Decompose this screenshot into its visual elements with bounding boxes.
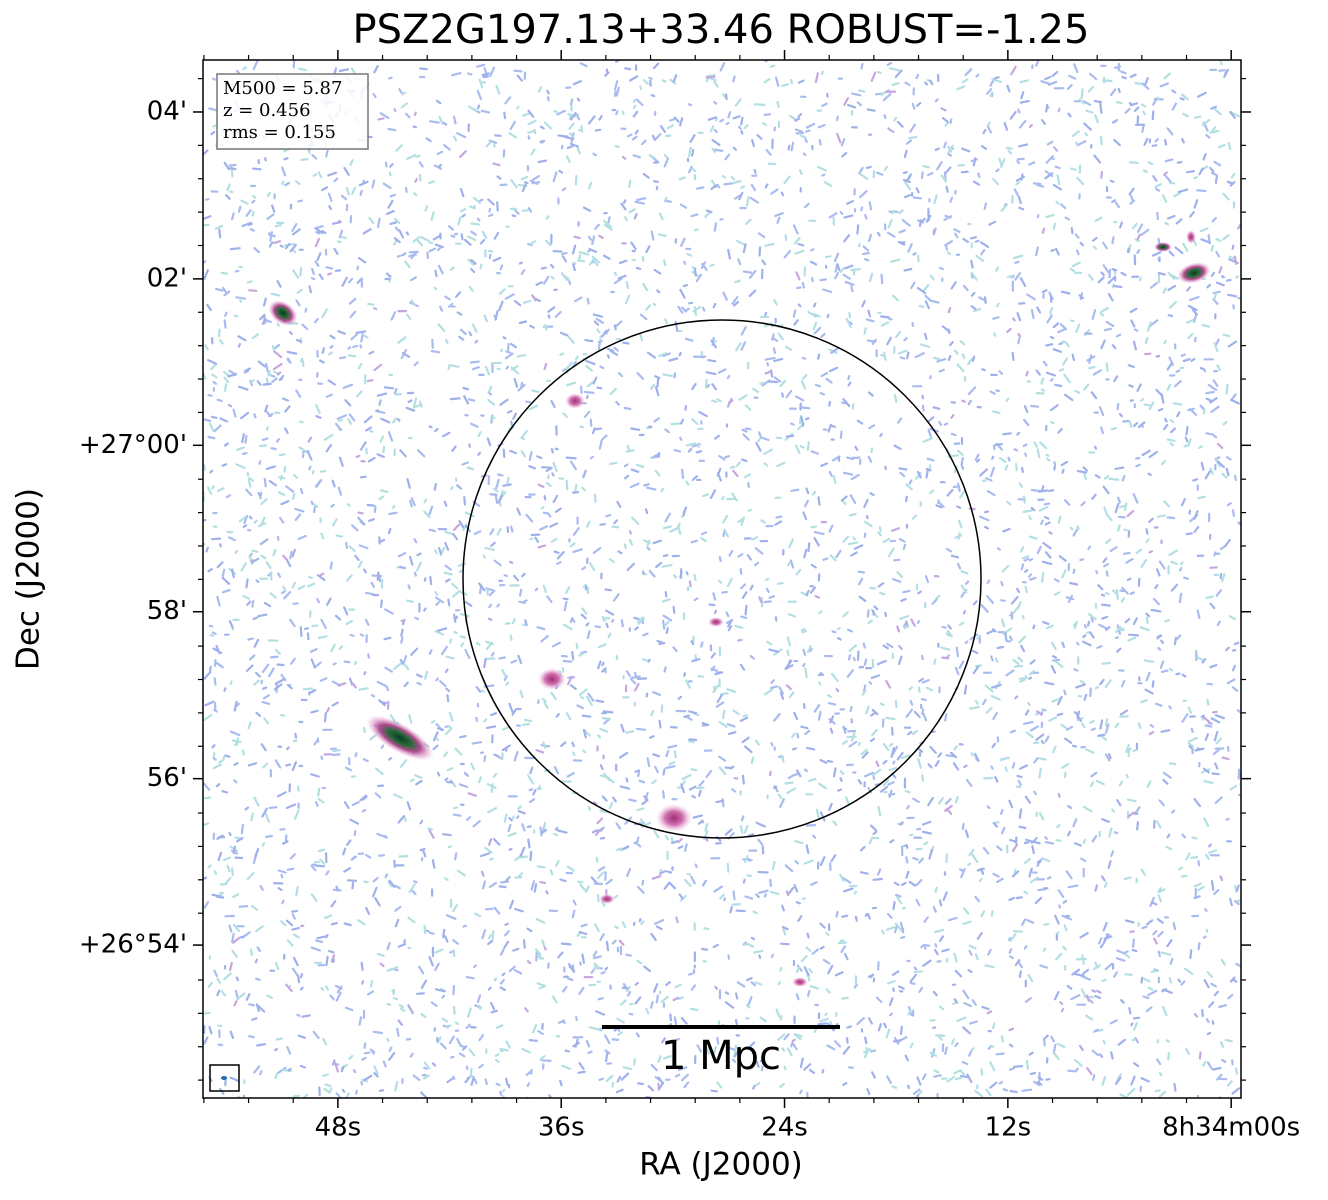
r500-circle — [462, 319, 982, 839]
sources — [268, 230, 1211, 987]
scale-bar-label: 1 Mpc — [661, 1033, 781, 1079]
info-text: rms = 0.155 — [223, 122, 336, 143]
y-tick-label: +27°00' — [79, 430, 187, 460]
x-tick-label: 24s — [761, 1113, 808, 1143]
y-axis-label: Dec (J2000) — [11, 488, 47, 670]
y-tick-label: +26°54' — [79, 930, 187, 960]
info-text: z = 0.456 — [223, 100, 311, 121]
x-tick-label: 36s — [538, 1113, 585, 1143]
x-tick-label: 48s — [315, 1113, 362, 1143]
info-text: M500 = 5.87 — [223, 78, 342, 99]
x-tick-label: 12s — [985, 1113, 1032, 1143]
x-tick-label: 8h34m00s — [1162, 1113, 1300, 1143]
x-axis-label: RA (J2000) — [639, 1147, 803, 1183]
noise-strokes — [203, 60, 1241, 1098]
chart-title: PSZ2G197.13+33.46 ROBUST=-1.25 — [353, 7, 1090, 53]
beam — [221, 1076, 227, 1080]
noise-strokes — [227, 65, 1238, 1091]
info-box — [216, 73, 369, 150]
noise-strokes — [203, 60, 1241, 1098]
image-background — [203, 60, 1241, 1098]
beam-box — [209, 1064, 240, 1092]
y-tick-label: 58' — [147, 596, 187, 626]
y-tick-label: 56' — [147, 763, 187, 793]
y-tick-label: 04' — [147, 96, 187, 126]
y-tick-label: 02' — [147, 263, 187, 293]
